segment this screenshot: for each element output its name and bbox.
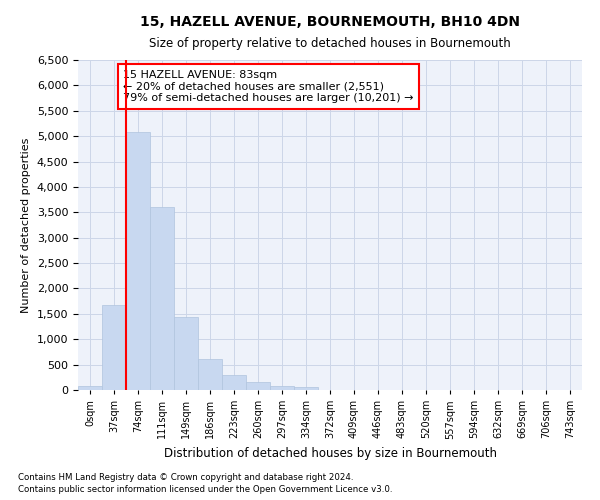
Bar [222,375,246,390]
Bar [270,386,294,390]
Bar [246,382,270,390]
Y-axis label: Number of detached properties: Number of detached properties [21,138,31,312]
Text: 15, HAZELL AVENUE, BOURNEMOUTH, BH10 4DN: 15, HAZELL AVENUE, BOURNEMOUTH, BH10 4DN [140,15,520,29]
Bar [126,132,150,390]
Bar [174,318,198,390]
Bar [102,305,126,390]
Text: Size of property relative to detached houses in Bournemouth: Size of property relative to detached ho… [149,38,511,51]
Text: Contains public sector information licensed under the Open Government Licence v3: Contains public sector information licen… [18,485,392,494]
Bar [198,358,222,390]
Text: Contains HM Land Registry data © Crown copyright and database right 2024.: Contains HM Land Registry data © Crown c… [18,474,353,482]
Bar [150,207,174,390]
Bar [294,388,318,390]
X-axis label: Distribution of detached houses by size in Bournemouth: Distribution of detached houses by size … [163,447,497,460]
Bar [78,386,102,390]
Text: 15 HAZELL AVENUE: 83sqm
← 20% of detached houses are smaller (2,551)
79% of semi: 15 HAZELL AVENUE: 83sqm ← 20% of detache… [124,70,414,103]
